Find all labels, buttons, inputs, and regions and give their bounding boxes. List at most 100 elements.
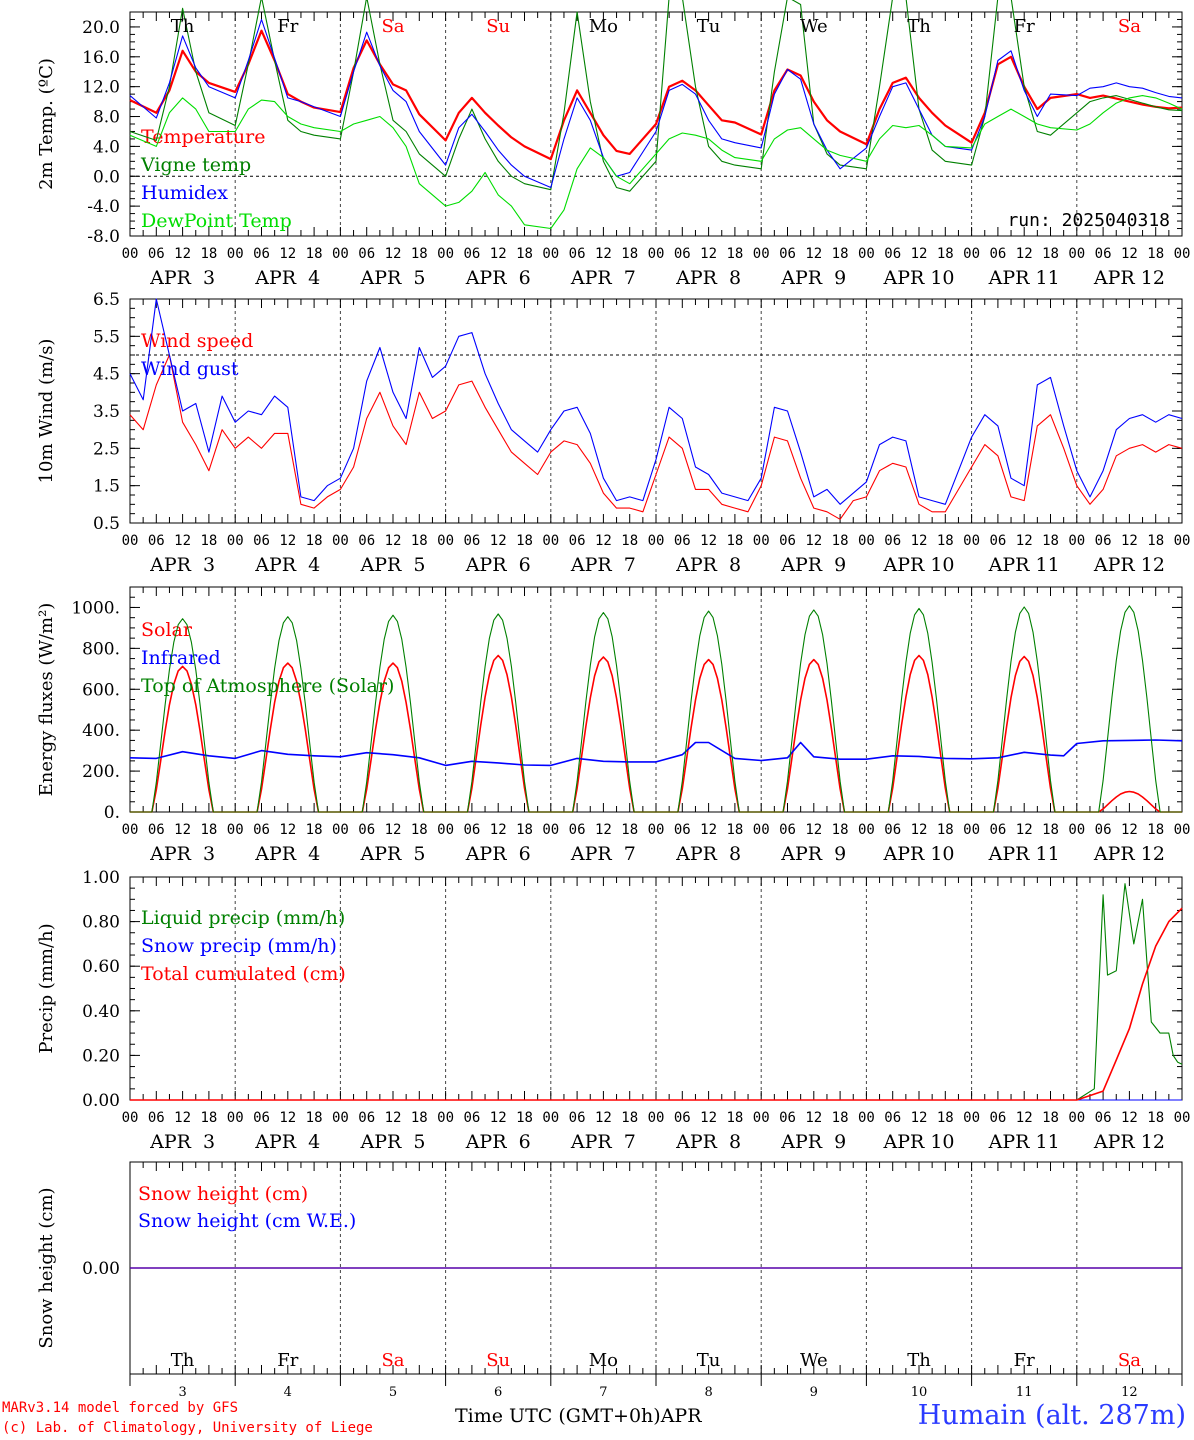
y-tick-label: 2.5	[93, 439, 120, 459]
hour-tick-label: 00	[1174, 822, 1191, 838]
y-tick-label: 8.0	[93, 108, 120, 128]
credit-lab: (c) Lab. of Climatology, University of L…	[2, 1420, 373, 1436]
hour-tick-label: 00	[963, 822, 980, 838]
y-tick-label: 400.	[82, 721, 120, 741]
hour-tick-label: 00	[858, 1110, 875, 1126]
hour-tick-label: 00	[227, 1110, 244, 1126]
hour-tick-label: 18	[1042, 822, 1059, 838]
hour-tick-label: 18	[621, 1110, 638, 1126]
hour-tick-label: 18	[306, 533, 323, 549]
date-label: APR 11	[988, 1131, 1060, 1153]
date-label: APR 8	[675, 1131, 741, 1153]
weekday-label: Fr	[277, 16, 298, 37]
hour-tick-label: 06	[1095, 822, 1112, 838]
hour-tick-label: 06	[989, 1110, 1006, 1126]
hour-tick-label: 06	[779, 533, 796, 549]
date-label: APR 6	[465, 843, 531, 865]
hour-tick-label: 00	[858, 533, 875, 549]
hour-tick-label: 00	[1174, 1110, 1191, 1126]
hour-tick-label: 12	[385, 1110, 402, 1126]
y-axis-label: 2m Temp. (ºC)	[36, 58, 57, 190]
hour-tick-label: 06	[569, 533, 586, 549]
hour-tick-label: 12	[805, 1110, 822, 1126]
date-label: APR 8	[675, 843, 741, 865]
y-tick-label: 0.5	[93, 514, 120, 534]
hour-tick-label: 18	[832, 822, 849, 838]
y-tick-label: 0.00	[82, 1259, 120, 1279]
hour-tick-label: 18	[621, 533, 638, 549]
hour-tick-label: 00	[227, 533, 244, 549]
run-annotation: run: 2025040318	[1007, 210, 1170, 231]
date-label: APR 3	[149, 1131, 215, 1153]
y-tick-label: 600.	[82, 680, 120, 700]
hour-tick-label: 06	[569, 822, 586, 838]
hour-tick-label: 12	[911, 822, 928, 838]
hour-tick-label: 06	[1095, 533, 1112, 549]
day-number-label: 5	[389, 1385, 397, 1400]
hour-tick-label: 12	[595, 246, 612, 262]
hour-tick-label: 06	[779, 246, 796, 262]
hour-tick-label: 00	[753, 1110, 770, 1126]
hour-tick-label: 00	[858, 246, 875, 262]
hour-tick-label: 00	[542, 533, 559, 549]
hour-tick-label: 12	[490, 822, 507, 838]
hour-tick-label: 18	[516, 1110, 533, 1126]
hour-tick-label: 12	[1121, 246, 1138, 262]
weekday-label: Th	[171, 1350, 195, 1371]
y-tick-label: 0.80	[82, 913, 120, 933]
y-tick-label: 200.	[82, 762, 120, 782]
hour-tick-label: 18	[306, 246, 323, 262]
weekday-label: Sa	[1118, 16, 1141, 37]
hour-tick-label: 00	[542, 1110, 559, 1126]
hour-tick-label: 06	[779, 1110, 796, 1126]
legend-entry: Snow height (cm)	[138, 1183, 308, 1205]
y-tick-label: 0.0	[93, 167, 120, 187]
legend-entry: Infrared	[141, 647, 221, 669]
hour-tick-label: 18	[516, 246, 533, 262]
date-label: APR 10	[882, 1131, 954, 1153]
hour-tick-label: 00	[332, 533, 349, 549]
hour-tick-label: 00	[1068, 533, 1085, 549]
date-label: APR 8	[675, 554, 741, 576]
date-label: APR 7	[570, 1131, 636, 1153]
date-label: APR 6	[465, 1131, 531, 1153]
hour-tick-label: 00	[1068, 822, 1085, 838]
date-label: APR 7	[570, 267, 636, 289]
date-label: APR 10	[882, 267, 954, 289]
hour-tick-label: 12	[911, 1110, 928, 1126]
plot-frame	[129, 586, 1183, 813]
hour-tick-label: 12	[1121, 1110, 1138, 1126]
hour-tick-label: 00	[332, 822, 349, 838]
weekday-label: Fr	[277, 1350, 298, 1371]
hour-tick-label: 18	[937, 822, 954, 838]
hour-tick-label: 12	[1121, 822, 1138, 838]
station-name: Humain (alt. 287m)	[917, 1400, 1186, 1431]
hour-tick-label: 06	[884, 1110, 901, 1126]
hour-tick-label: 06	[569, 1110, 586, 1126]
hour-tick-label: 00	[332, 246, 349, 262]
hour-tick-label: 18	[1147, 1110, 1164, 1126]
series-line	[130, 883, 1183, 1101]
hour-tick-label: 18	[832, 246, 849, 262]
hour-tick-label: 18	[1042, 533, 1059, 549]
y-tick-label: 800.	[82, 639, 120, 659]
hour-tick-label: 12	[279, 533, 296, 549]
hour-tick-label: 00	[1068, 246, 1085, 262]
weekday-label: Tu	[697, 16, 721, 37]
date-label: APR 3	[149, 554, 215, 576]
hour-tick-label: 12	[595, 533, 612, 549]
date-label: APR 12	[1093, 554, 1165, 576]
hour-tick-label: 06	[358, 1110, 375, 1126]
hour-tick-label: 12	[911, 246, 928, 262]
day-number-label: 7	[599, 1385, 607, 1400]
weekday-label: Th	[171, 16, 195, 37]
hour-tick-label: 06	[1095, 1110, 1112, 1126]
day-number-label: 12	[1121, 1385, 1138, 1400]
series-line	[129, 18, 1183, 189]
hour-tick-label: 06	[463, 533, 480, 549]
hour-tick-label: 18	[200, 246, 217, 262]
y-tick-label: 0.	[104, 803, 120, 823]
date-label: APR 4	[254, 554, 320, 576]
hour-tick-label: 12	[911, 533, 928, 549]
